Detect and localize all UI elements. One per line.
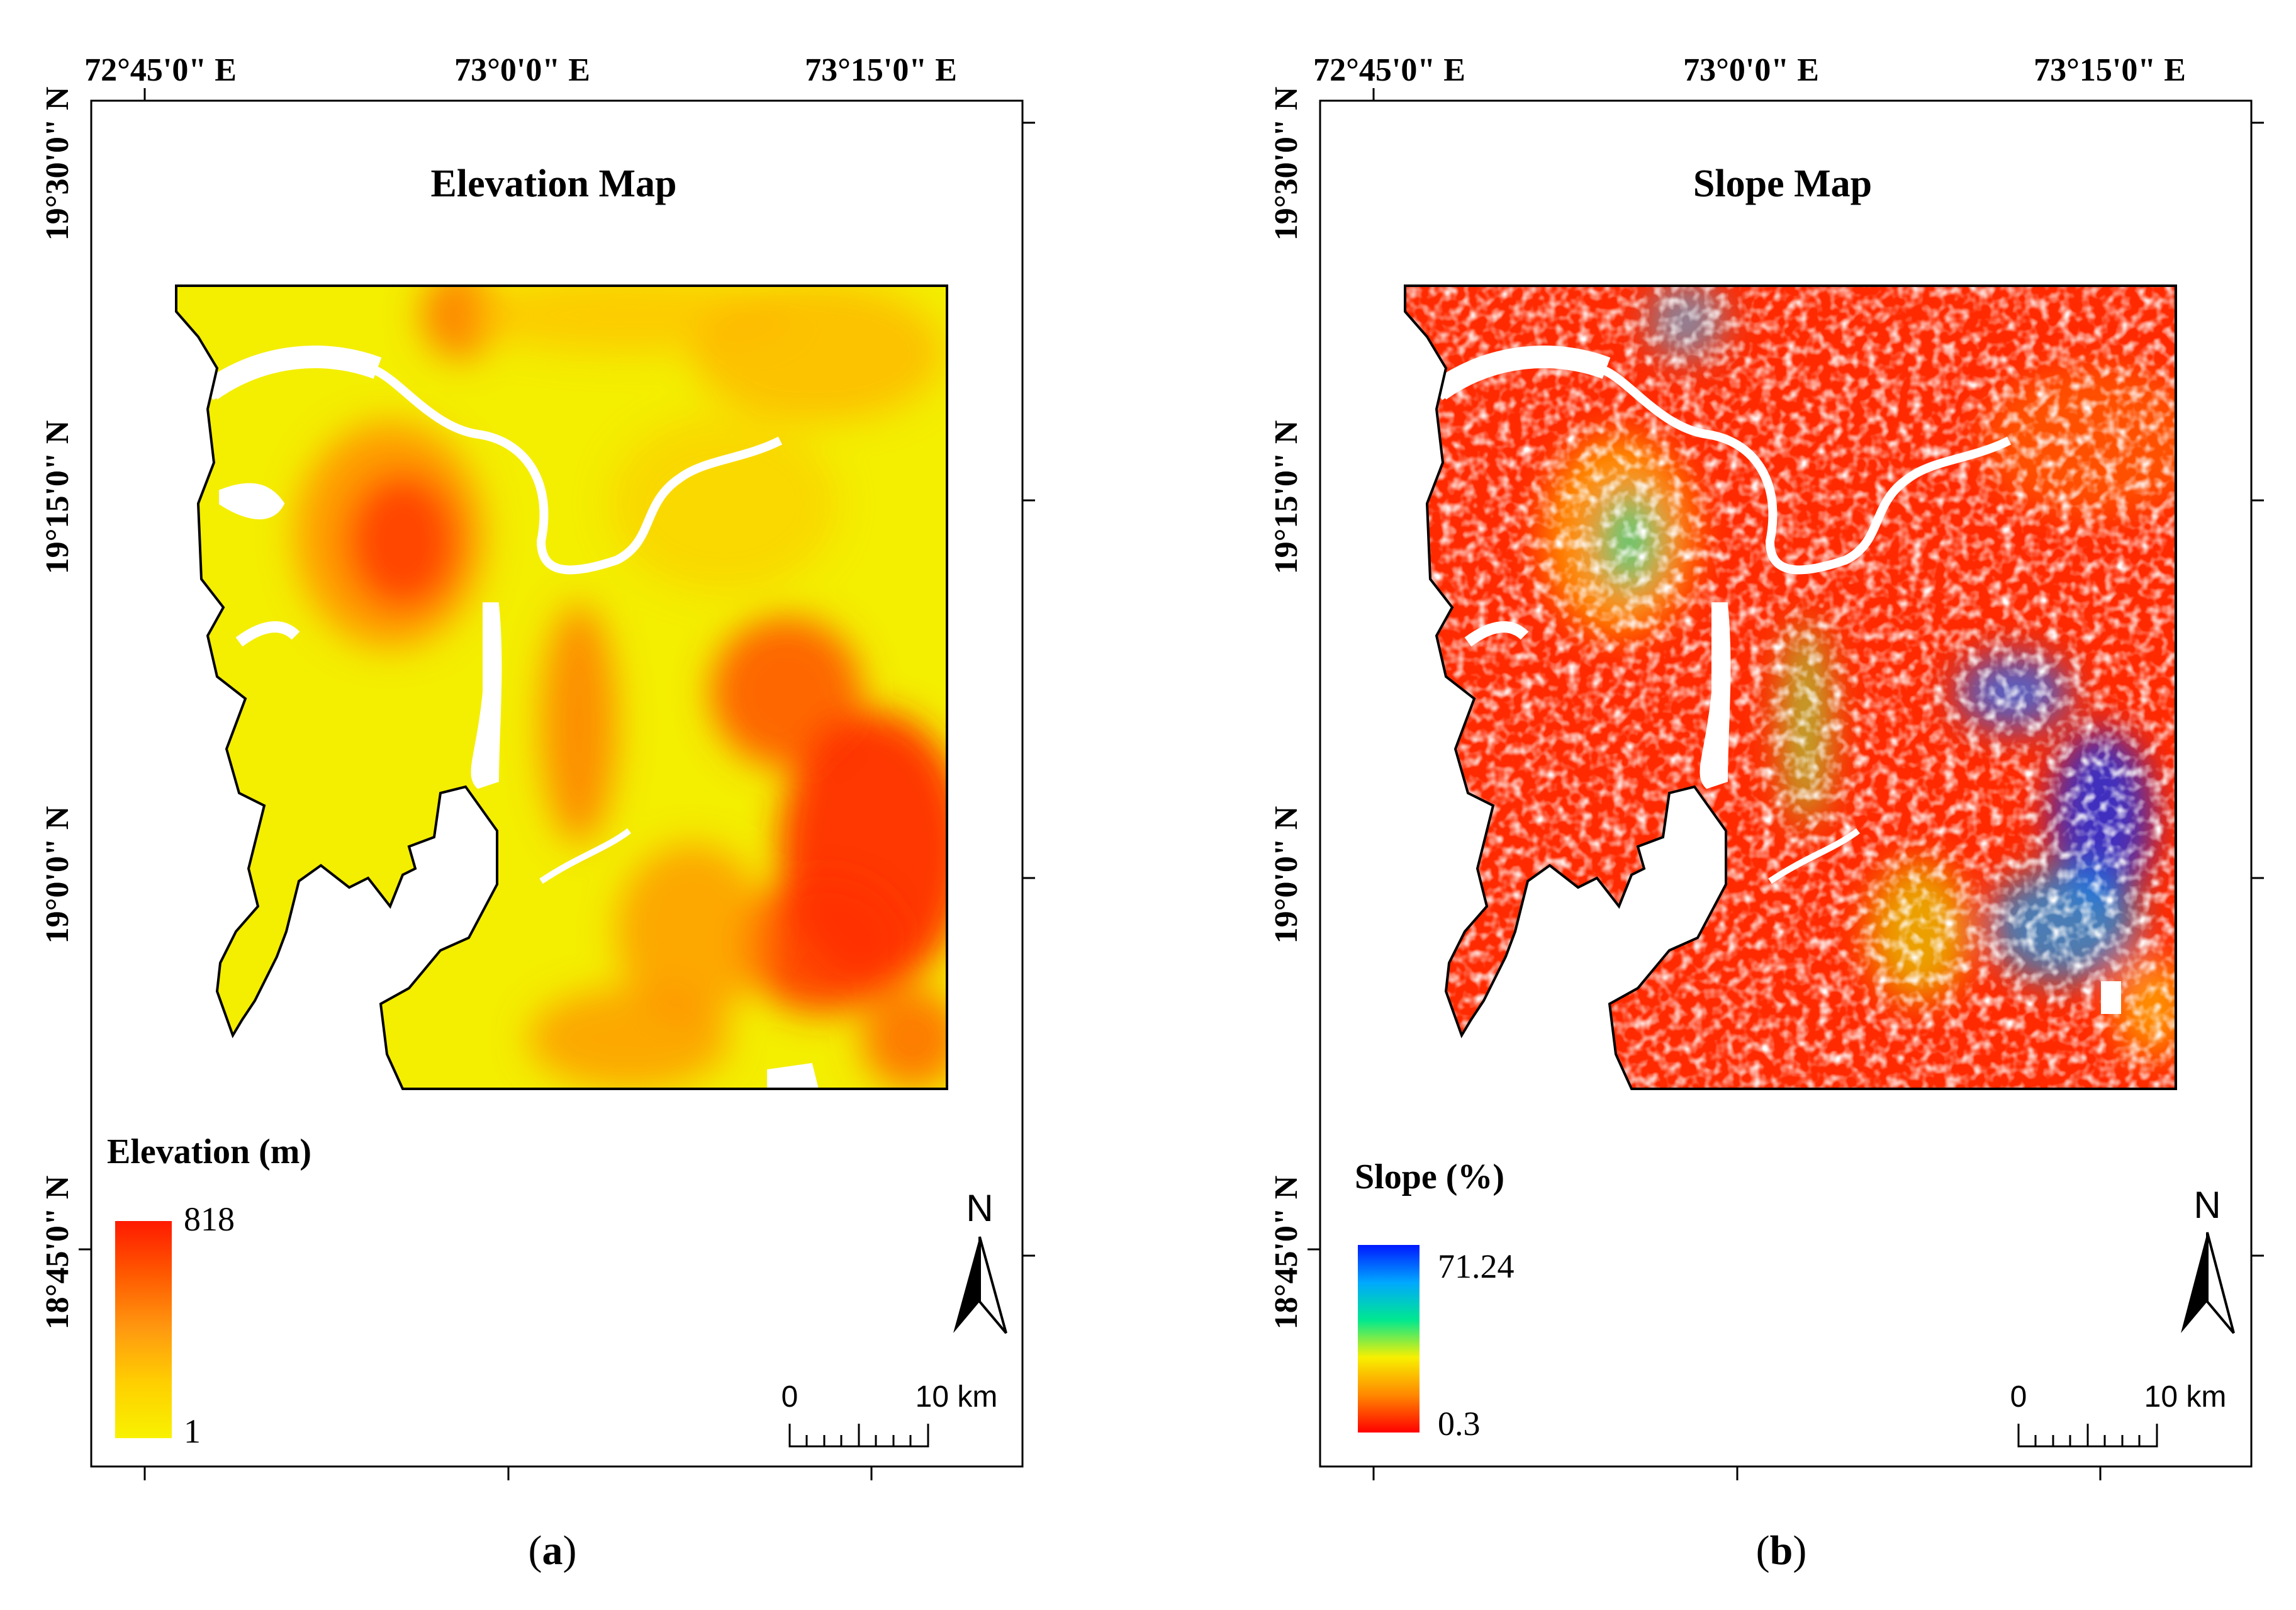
legend-max-label: 71.24 — [1438, 1247, 1515, 1285]
legend-color-ramp — [115, 1221, 172, 1438]
svg-text:0: 0 — [2010, 1380, 2027, 1414]
longitude-label-73-00: 73°0'0" E — [454, 52, 590, 88]
longitude-label-73-15: 73°15'0" E — [2034, 52, 2186, 88]
map-title: Slope Map — [1693, 162, 1872, 205]
legend-min-label: 1 — [184, 1412, 201, 1450]
latitude-label-19-15: 19°15'0" N — [40, 420, 76, 575]
latitude-label-18-45: 18°45'0" N — [1268, 1176, 1304, 1330]
scale-bar: 0 10 km — [781, 1380, 998, 1448]
map-title: Elevation Map — [431, 162, 677, 205]
latitude-label-19-30: 19°30'0" N — [40, 87, 76, 241]
latitude-label-19-15: 19°15'0" N — [1268, 420, 1304, 575]
longitude-label-72-45: 72°45'0" E — [84, 52, 237, 88]
legend-max-label: 818 — [184, 1200, 235, 1238]
panel-caption: (a) — [529, 1528, 577, 1573]
svg-text:N: N — [2193, 1184, 2220, 1226]
legend-title: Slope (%) — [1355, 1157, 1504, 1196]
water-bodies — [1433, 346, 2121, 1014]
scale-bar: 0 10 km — [2010, 1380, 2227, 1448]
legend-min-label: 0.3 — [1438, 1405, 1481, 1443]
water-bodies — [204, 346, 819, 1089]
latitude-label-19-30: 19°30'0" N — [1268, 87, 1304, 241]
latitude-label-18-45: 18°45'0" N — [40, 1176, 76, 1330]
svg-text:10 km: 10 km — [916, 1380, 998, 1414]
svg-text:10 km: 10 km — [2144, 1380, 2227, 1414]
longitude-label-72-45: 72°45'0" E — [1313, 52, 1465, 88]
svg-text:N: N — [966, 1187, 993, 1229]
elevation-map-panel: 72°45'0" E 73°0'0" E 73°15'0" E 19°30'0"… — [40, 52, 1035, 1573]
elevation-raster — [176, 286, 947, 1089]
longitude-label-73-15: 73°15'0" E — [805, 52, 957, 88]
north-arrow-icon: N — [2181, 1184, 2235, 1334]
legend-title: Elevation (m) — [107, 1132, 311, 1171]
slope-map-panel: 72°45'0" E 73°0'0" E 73°15'0" E 19°30'0"… — [1268, 52, 2264, 1573]
panel-caption: (b) — [1756, 1528, 1807, 1573]
longitude-label-73-00: 73°0'0" E — [1683, 52, 1819, 88]
svg-text:0: 0 — [781, 1380, 798, 1414]
legend-color-ramp — [1358, 1245, 1420, 1433]
north-arrow-icon: N — [953, 1187, 1007, 1334]
latitude-label-19-00: 19°0'0" N — [1268, 806, 1304, 944]
latitude-label-19-00: 19°0'0" N — [40, 806, 76, 944]
